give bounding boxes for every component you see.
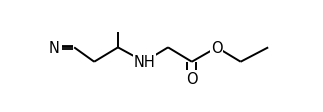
Text: NH: NH: [133, 55, 155, 70]
Text: O: O: [186, 71, 198, 86]
Text: O: O: [211, 41, 223, 55]
Text: N: N: [49, 41, 59, 55]
